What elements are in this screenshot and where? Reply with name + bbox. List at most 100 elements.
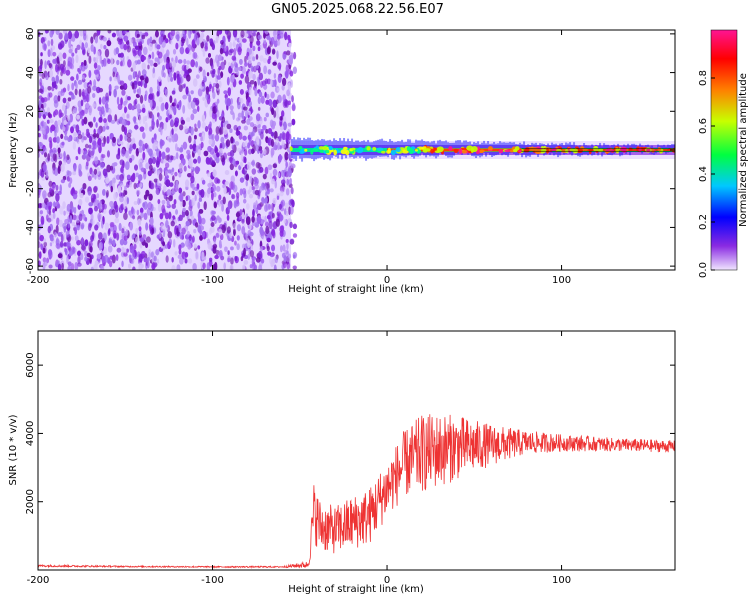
noise-blob [113, 192, 118, 201]
noise-blob [138, 183, 143, 188]
noise-blob [226, 123, 232, 130]
noise-blob [41, 72, 46, 80]
noise-blob [181, 64, 187, 72]
noise-blob [109, 255, 114, 260]
noise-blob [97, 130, 101, 135]
noise-blob [153, 141, 159, 150]
y-tick-label: 40 [25, 66, 36, 79]
noise-blob [279, 245, 283, 253]
signal-blob [401, 150, 409, 154]
noise-blob [60, 234, 64, 243]
noise-blob [229, 157, 234, 164]
noise-blob [149, 216, 154, 226]
noise-blob [236, 70, 240, 76]
noise-blob [40, 215, 45, 225]
noise-blob [203, 150, 209, 157]
noise-blob [255, 113, 261, 122]
noise-blob [89, 255, 92, 264]
x-tick-label: -100 [201, 575, 224, 586]
noise-blob [144, 142, 148, 150]
noise-blob [84, 196, 90, 203]
x-tick-label: -200 [27, 275, 50, 286]
noise-blob [42, 190, 47, 199]
signal-blob [607, 147, 611, 151]
noise-blob [193, 229, 197, 234]
noise-blob [76, 44, 81, 50]
noise-blob [175, 152, 179, 160]
noise-blob [59, 63, 64, 71]
noise-blob [129, 244, 135, 254]
noise-blob [234, 170, 238, 177]
noise-blob [108, 238, 113, 244]
noise-blob [271, 107, 275, 115]
noise-blob [237, 101, 241, 110]
signal-blob [460, 150, 468, 154]
noise-blob [176, 264, 181, 270]
noise-blob [194, 123, 197, 129]
noise-blob [247, 148, 252, 155]
noise-blob [271, 178, 275, 185]
noise-blob [213, 201, 217, 209]
signal-band-cell [309, 137, 312, 159]
noise-blob [71, 52, 75, 57]
noise-blob [171, 256, 174, 263]
noise-blob [173, 238, 176, 248]
noise-blob [42, 163, 47, 173]
noise-blob [75, 82, 78, 90]
noise-blob [241, 218, 245, 224]
noise-blob [162, 241, 166, 247]
signal-band-cell [551, 142, 554, 154]
noise-blob [176, 104, 180, 109]
signal-blob [583, 148, 588, 151]
noise-blob [241, 226, 246, 235]
noise-blob [172, 59, 177, 68]
noise-blob [149, 99, 153, 109]
noise-blob [118, 222, 122, 232]
noise-blob [239, 177, 245, 183]
noise-blob [49, 242, 53, 247]
noise-blob [147, 170, 152, 177]
noise-blob [141, 34, 146, 40]
noise-blob [177, 254, 182, 259]
noise-blob [267, 127, 273, 135]
noise-blob [101, 220, 104, 229]
noise-blob [153, 255, 157, 262]
noise-blob [236, 224, 242, 232]
noise-blob [106, 125, 110, 130]
noise-blob [134, 164, 139, 171]
noise-blob [94, 205, 99, 212]
noise-blob [178, 214, 183, 222]
noise-blob [211, 215, 216, 221]
noise-blob [47, 217, 52, 223]
noise-blob [182, 191, 186, 197]
noise-blob [189, 209, 193, 217]
noise-blob [76, 114, 81, 120]
noise-blob [117, 185, 122, 194]
noise-blob [267, 251, 272, 256]
noise-blob [225, 120, 229, 125]
colorbar-label: Normalized spectral amplitude [738, 73, 749, 227]
noise-blob [244, 62, 248, 67]
noise-blob [47, 40, 51, 47]
noise-blob [176, 227, 179, 237]
noise-blob [229, 41, 233, 49]
noise-blob [267, 69, 272, 75]
noise-blob [158, 172, 163, 182]
noise-blob [155, 187, 161, 196]
noise-blob [252, 32, 256, 37]
noise-blob [164, 212, 169, 220]
noise-blob [110, 119, 116, 124]
noise-blob [249, 250, 255, 258]
noise-blob [291, 199, 295, 208]
noise-blob [197, 149, 201, 156]
noise-blob [276, 195, 280, 200]
noise-blob [81, 237, 84, 246]
noise-blob [229, 163, 234, 171]
noise-blob [76, 224, 80, 231]
x-tick-label: 0 [384, 275, 390, 286]
noise-blob [104, 48, 110, 58]
noise-blob [75, 124, 80, 133]
noise-blob [67, 83, 70, 92]
noise-blob [266, 237, 271, 243]
noise-blob [178, 39, 182, 48]
